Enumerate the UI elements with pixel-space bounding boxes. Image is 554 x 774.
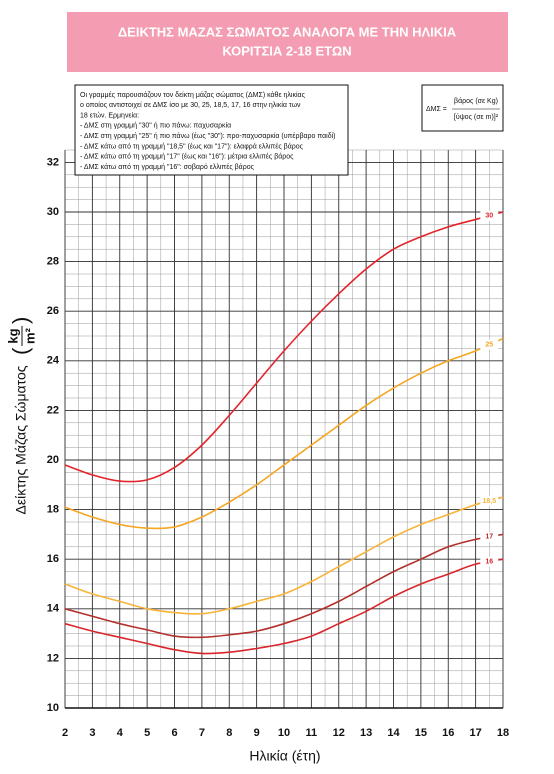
y-tick-label: 10 bbox=[47, 702, 59, 714]
series-line bbox=[64, 337, 504, 530]
x-axis-title: Ηλικία (έτη) bbox=[249, 748, 320, 764]
y-tick-label: 14 bbox=[47, 603, 60, 615]
x-tick-label: 8 bbox=[226, 727, 232, 739]
x-tick-label: 16 bbox=[442, 727, 454, 739]
y-tick-label: 22 bbox=[47, 404, 59, 416]
y-tick-label: 16 bbox=[47, 553, 59, 565]
notes-frame bbox=[74, 84, 349, 176]
note-line: - ΔΜΣ κάτω από τη γραμμή "16": σοβαρό ελ… bbox=[80, 163, 255, 171]
x-tick-label: 5 bbox=[144, 727, 150, 739]
x-tick-label: 6 bbox=[171, 727, 177, 739]
chart-title: ΔΕΙΚΤΗΣ ΜΑΖΑΣ ΣΩΜΑΤΟΣ ΑΝΑΛΟΓΑ ΜΕ ΤΗΝ ΗΛΙ… bbox=[118, 24, 457, 39]
series-label: 18,5 bbox=[483, 498, 497, 505]
note-line: - ΔΜΣ στη γραμμή "30" ή πιο πάνω: παχυσα… bbox=[80, 122, 231, 130]
x-tick-label: 18 bbox=[497, 727, 509, 739]
x-tick-label: 2 bbox=[62, 727, 68, 739]
y-tick-label: 32 bbox=[47, 156, 59, 168]
series-label-bg bbox=[480, 531, 499, 542]
x-tick-label: 11 bbox=[306, 727, 318, 739]
note-line: Οι γραμμές παρουσιάζουν τον δείκτη μάζας… bbox=[80, 91, 306, 99]
series-label-bg bbox=[480, 339, 499, 350]
x-tick-label: 15 bbox=[415, 727, 427, 739]
plot-area: 2 3 4 5 6 7 8 9 10 11 12 13 14 15 16 17 18 10 12 14 16 18 20 22… bbox=[47, 149, 509, 739]
title-banner bbox=[67, 12, 508, 72]
y-unit-close: ) bbox=[8, 317, 33, 324]
y-tick-label: 28 bbox=[47, 256, 59, 268]
x-tick-label: 14 bbox=[387, 727, 400, 739]
y-tick-label: 12 bbox=[47, 652, 59, 664]
x-tick-label: 9 bbox=[254, 727, 260, 739]
x-tick-label: 12 bbox=[333, 727, 345, 739]
y-tick-label: 20 bbox=[47, 454, 59, 466]
series-line bbox=[64, 211, 504, 483]
formula-numerator: βάρος (σε Kg) bbox=[454, 97, 498, 105]
y-tick-label: 26 bbox=[47, 305, 59, 317]
note-line: - ΔΜΣ στη γραμμή "25" ή πιο πάνω (έως "3… bbox=[80, 132, 336, 140]
x-tick-label: 4 bbox=[117, 727, 124, 739]
y-unit-open: ( bbox=[8, 347, 33, 355]
y-unit-denominator: m² bbox=[22, 327, 37, 344]
note-line: ο οποίος αντιστοιχεί σε ΔΜΣ ίσο με 30, 2… bbox=[80, 101, 301, 109]
notes-box: Οι γραμμές παρουσιάζουν τον δείκτη μάζας… bbox=[74, 84, 349, 176]
series-label: 17 bbox=[485, 534, 493, 541]
formula-lhs: ΔΜΣ = bbox=[426, 106, 447, 113]
series-label: 16 bbox=[485, 559, 493, 566]
series-line bbox=[64, 558, 504, 655]
series-label-bg bbox=[480, 495, 499, 506]
note-line: 18 ετών. Ερμηνεία: bbox=[80, 111, 139, 119]
y-tick-label: 18 bbox=[47, 504, 59, 516]
series-label-bg bbox=[480, 210, 499, 221]
x-tick-label: 7 bbox=[199, 727, 205, 739]
chart-subtitle: ΚΟΡΙΤΣΙΑ 2-18 ΕΤΩΝ bbox=[222, 43, 351, 58]
y-tick-label: 30 bbox=[47, 206, 59, 218]
series-line bbox=[64, 533, 504, 639]
note-line: - ΔΜΣ κάτω από τη γραμμή "18,5" (έως και… bbox=[80, 142, 304, 150]
y-axis-title-group: Δείκτης Μάζας Σώματος ( kg m² ) bbox=[5, 317, 37, 515]
series-line bbox=[64, 496, 504, 615]
y-tick-label: 24 bbox=[47, 355, 60, 367]
y-unit-numerator: kg bbox=[5, 328, 20, 343]
formula-frame bbox=[421, 84, 504, 132]
formula-box: ΔΜΣ = βάρος (σε Kg) [ύψος (σε m)]² bbox=[421, 84, 504, 132]
x-tick-label: 13 bbox=[360, 727, 372, 739]
series-label: 25 bbox=[485, 342, 493, 349]
note-line: - ΔΜΣ κάτω από τη γραμμή "17" (έως και "… bbox=[80, 153, 294, 161]
y-axis-title: Δείκτης Μάζας Σώματος bbox=[13, 365, 29, 514]
x-tick-label: 17 bbox=[470, 727, 482, 739]
x-tick-label: 10 bbox=[278, 727, 290, 739]
series-label: 30 bbox=[485, 213, 493, 220]
x-tick-label: 3 bbox=[89, 727, 95, 739]
series-label-bg bbox=[480, 556, 499, 567]
formula-denominator: [ύψος (σε m)]² bbox=[454, 113, 499, 121]
